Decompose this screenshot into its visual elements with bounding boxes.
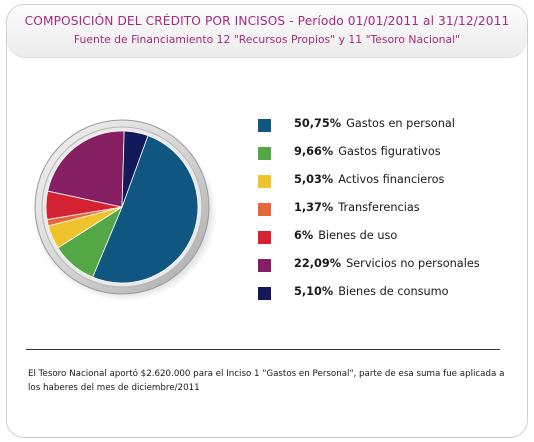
legend-percent: 5,03%: [294, 173, 334, 186]
legend-swatch: [258, 259, 271, 272]
chart-subtitle: Fuente de Financiamiento 12 "Recursos Pr…: [73, 33, 461, 46]
legend-name: Servicios no personales: [346, 257, 480, 270]
legend-swatch: [258, 175, 271, 188]
legend-percent: 9,66%: [294, 145, 334, 158]
legend-label: 6% Bienes de uso: [294, 229, 397, 242]
legend-swatch: [258, 231, 271, 244]
pie-slice-6: [121, 130, 149, 208]
legend-swatch: [258, 119, 271, 132]
legend-swatch: [258, 203, 271, 216]
pie-chart: [33, 119, 217, 301]
legend-swatch: [258, 147, 271, 160]
legend-label: 50,75% Gastos en personal: [294, 117, 455, 130]
legend-swatch: [258, 287, 271, 300]
legend-name: Gastos figurativos: [338, 145, 441, 158]
legend-percent: 22,09%: [294, 257, 342, 270]
legend-label: 5,03% Activos financieros: [294, 173, 444, 186]
footer-note: El Tesoro Nacional aportó $2.620.000 par…: [28, 369, 505, 393]
legend-label: 9,66% Gastos figurativos: [294, 145, 441, 158]
chart-header: COMPOSICIÓN DEL CRÉDITO POR INCISOS - Pe…: [7, 5, 527, 58]
legend-name: Transferencias: [338, 201, 420, 214]
pie-slice-5: [47, 130, 125, 208]
chart-title: COMPOSICIÓN DEL CRÉDITO POR INCISOS - Pe…: [24, 14, 510, 28]
divider: [26, 349, 500, 350]
legend-name: Bienes de uso: [318, 229, 398, 242]
legend-name: Activos financieros: [338, 173, 445, 186]
legend-percent: 6%: [294, 229, 314, 242]
legend-name: Gastos en personal: [346, 117, 455, 130]
pie-slice-0: [92, 135, 199, 284]
legend-label: 22,09% Servicios no personales: [294, 257, 480, 270]
legend-name: Bienes de consumo: [338, 285, 449, 298]
legend-percent: 50,75%: [294, 117, 342, 130]
legend-label: 1,37% Transferencias: [294, 201, 420, 214]
legend-percent: 1,37%: [294, 201, 334, 214]
pie-slices: [45, 130, 199, 284]
legend-label: 5,10% Bienes de consumo: [294, 285, 449, 298]
legend-percent: 5,10%: [294, 285, 334, 298]
